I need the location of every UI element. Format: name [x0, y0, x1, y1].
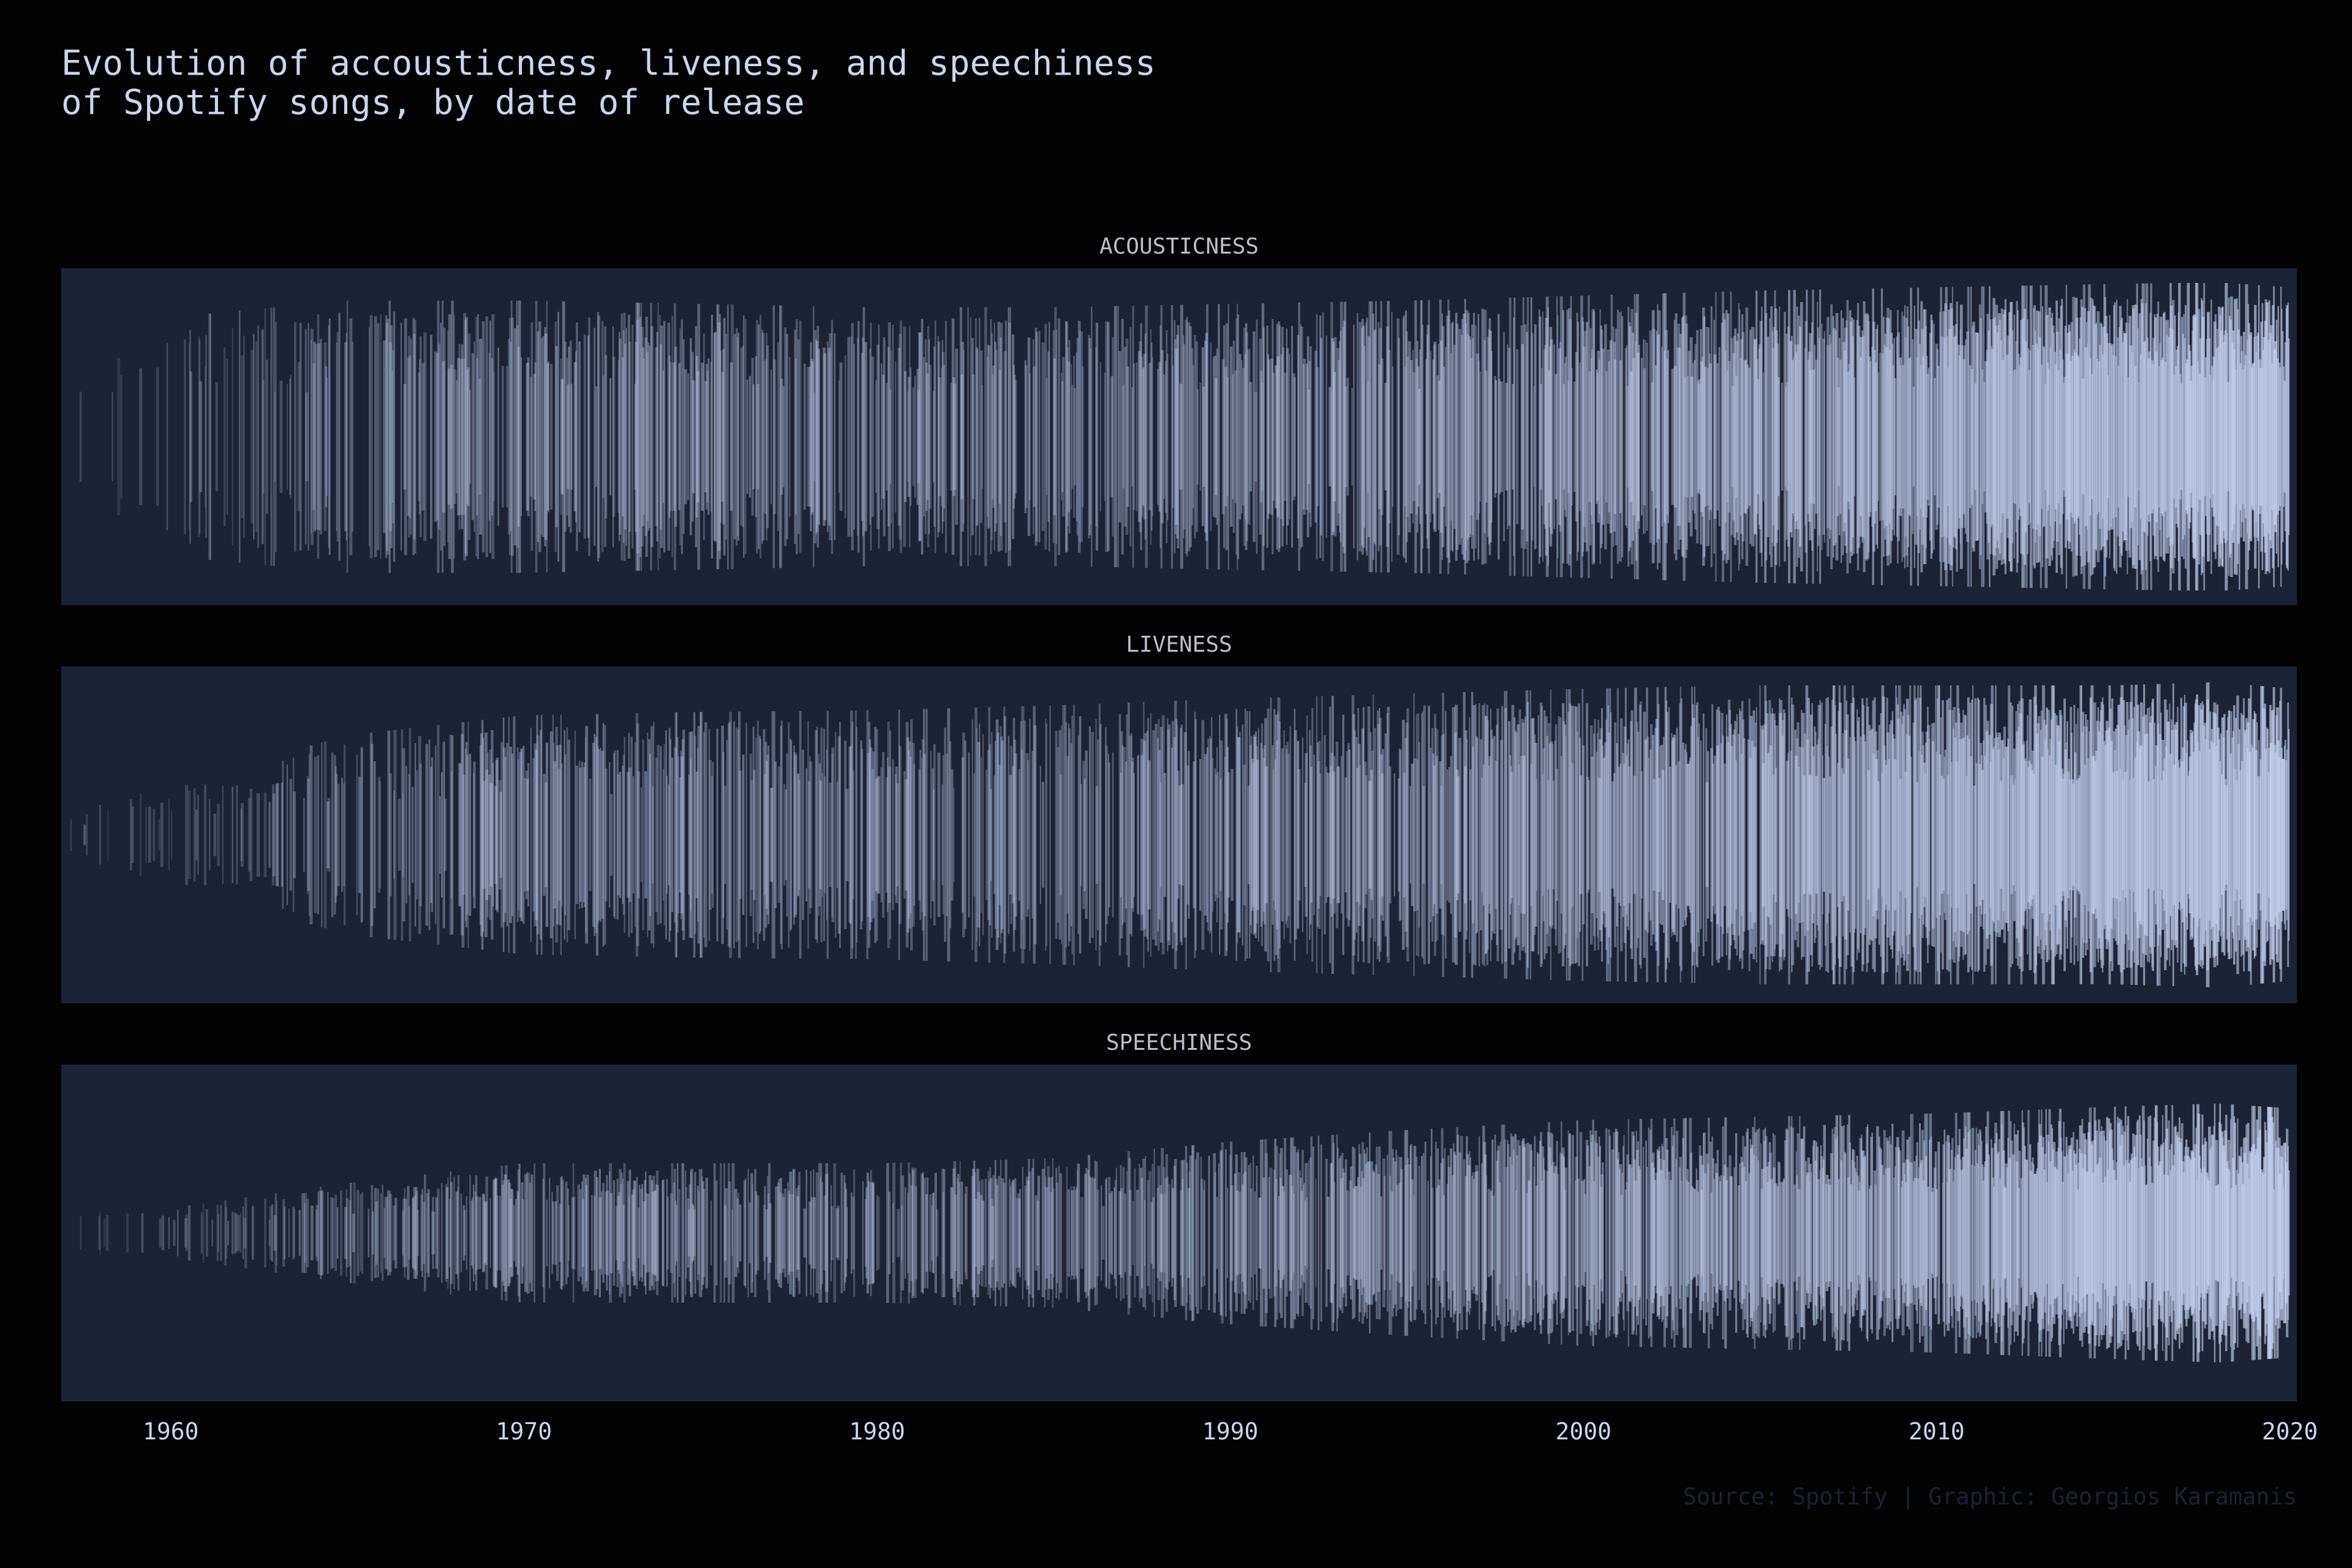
x-tick-label-1970: 1970	[496, 1418, 552, 1445]
x-tick-label-2010: 2010	[1909, 1418, 1965, 1445]
series-liveness	[70, 682, 2290, 987]
series-acousticness	[79, 283, 2290, 590]
source-caption: Source: Spotify | Graphic: Georgios Kara…	[1683, 1483, 2297, 1510]
title-line-2: of Spotify songs, by date of release	[61, 83, 805, 123]
x-tick-label-1960: 1960	[143, 1418, 199, 1445]
chart-title: Evolution of accousticness, liveness, an…	[61, 44, 1156, 123]
panel-speechiness: SPEECHINESS	[61, 1030, 2297, 1401]
panel-liveness: LIVENESS	[61, 632, 2297, 1003]
x-tick-label-2000: 2000	[1555, 1418, 1611, 1445]
panel-acousticness: ACOUSTICNESS	[61, 234, 2297, 605]
strip-label-speechiness: SPEECHINESS	[1106, 1030, 1252, 1055]
strip-label-liveness: LIVENESS	[1126, 632, 1232, 657]
x-tick-label-1980: 1980	[849, 1418, 905, 1445]
title-line-1: Evolution of accousticness, liveness, an…	[61, 43, 1156, 83]
panel-background	[61, 1065, 2297, 1401]
x-tick-label-2020: 2020	[2262, 1418, 2318, 1445]
x-tick-label-1990: 1990	[1202, 1418, 1259, 1445]
strip-label-acousticness: ACOUSTICNESS	[1099, 234, 1259, 259]
series-speechiness	[80, 1103, 2290, 1363]
